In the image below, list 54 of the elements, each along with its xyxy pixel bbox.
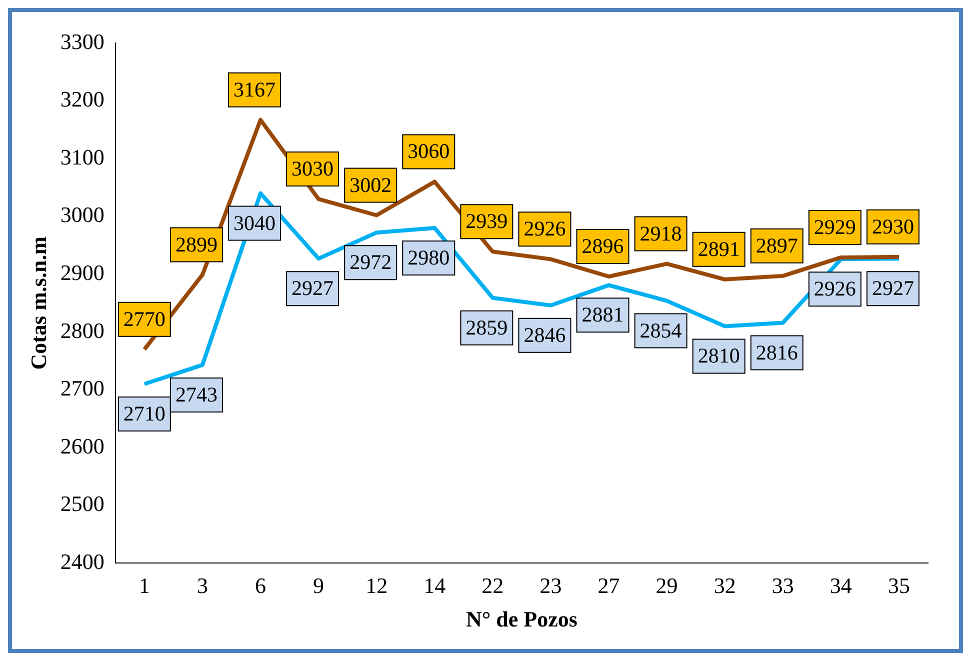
x-tick-label: 35 (888, 573, 910, 598)
x-tick-label: 14 (424, 573, 446, 598)
y-tick-label: 3100 (60, 144, 104, 170)
data-label: 2846 (524, 322, 566, 347)
data-label: 2972 (350, 250, 392, 274)
data-label: 2710 (123, 402, 166, 426)
y-tick-label: 2800 (60, 318, 104, 343)
data-label: 2770 (123, 306, 166, 331)
data-label: 2929 (814, 214, 856, 239)
data-label: 2897 (756, 233, 798, 258)
data-label: 2939 (466, 209, 508, 234)
x-tick-label: 22 (482, 573, 504, 598)
x-axis-title: N° de Pozos (466, 606, 578, 632)
y-tick-label: 3300 (60, 28, 104, 54)
data-label: 3030 (292, 156, 334, 181)
x-tick-label: 33 (772, 573, 794, 598)
x-tick-label: 9 (313, 573, 324, 598)
x-tick-label: 12 (366, 573, 388, 598)
data-label: 2927 (292, 276, 334, 300)
x-tick-label: 29 (656, 573, 678, 598)
data-label: 2930 (872, 214, 914, 238)
x-tick-label: 1 (138, 573, 150, 598)
data-label: 2926 (524, 216, 566, 241)
y-tick-label: 3200 (60, 86, 104, 112)
data-label: 2918 (640, 221, 682, 246)
y-tick-label: 2400 (60, 548, 104, 574)
data-label: 2810 (698, 344, 740, 368)
data-label: 2896 (582, 234, 624, 258)
x-tick-label: 32 (714, 573, 736, 598)
y-axis-title: Cotas m.s.n.m (26, 236, 51, 370)
data-label: 2927 (872, 276, 914, 300)
data-label: 2899 (175, 232, 218, 256)
data-label: 2891 (698, 236, 740, 261)
y-tick-label: 2600 (60, 433, 104, 458)
data-label: 3060 (408, 139, 450, 164)
data-label: 2816 (756, 340, 798, 364)
data-label: 3040 (234, 210, 276, 235)
data-label: 2926 (814, 276, 856, 301)
data-label: 2854 (640, 318, 682, 342)
data-label: 2743 (175, 382, 218, 406)
data-label: 2859 (466, 315, 508, 340)
data-label: 2980 (408, 245, 450, 270)
x-tick-label: 3 (196, 573, 208, 598)
data-label: 3002 (350, 172, 392, 197)
y-tick-label: 2900 (60, 260, 104, 285)
x-tick-label: 34 (830, 573, 852, 598)
y-tick-label: 3000 (60, 202, 104, 228)
data-label: 2881 (582, 302, 624, 327)
x-tick-label: 23 (540, 573, 562, 598)
y-tick-label: 2700 (60, 376, 104, 401)
x-tick-label: 27 (598, 573, 620, 598)
x-tick-label: 6 (255, 573, 266, 598)
data-label: 3167 (234, 77, 276, 102)
y-tick-label: 2500 (60, 491, 104, 516)
